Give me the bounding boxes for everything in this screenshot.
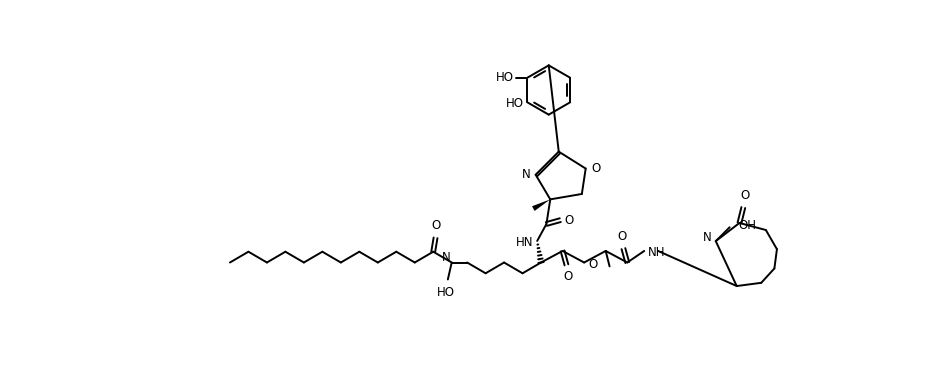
Text: O: O	[564, 270, 572, 283]
Text: N: N	[704, 231, 712, 244]
Text: N: N	[442, 251, 450, 264]
Text: HO: HO	[506, 98, 524, 110]
Text: NH: NH	[648, 246, 665, 259]
Text: N: N	[522, 168, 530, 181]
Text: O: O	[617, 230, 626, 243]
Text: O: O	[431, 219, 440, 232]
Text: O: O	[591, 162, 601, 175]
Polygon shape	[532, 199, 550, 211]
Text: O: O	[588, 257, 597, 271]
Text: HO: HO	[437, 286, 455, 299]
Text: HN: HN	[516, 236, 533, 249]
Text: OH: OH	[739, 219, 757, 232]
Text: O: O	[565, 214, 573, 227]
Text: O: O	[741, 189, 749, 202]
Text: HO: HO	[496, 71, 514, 84]
